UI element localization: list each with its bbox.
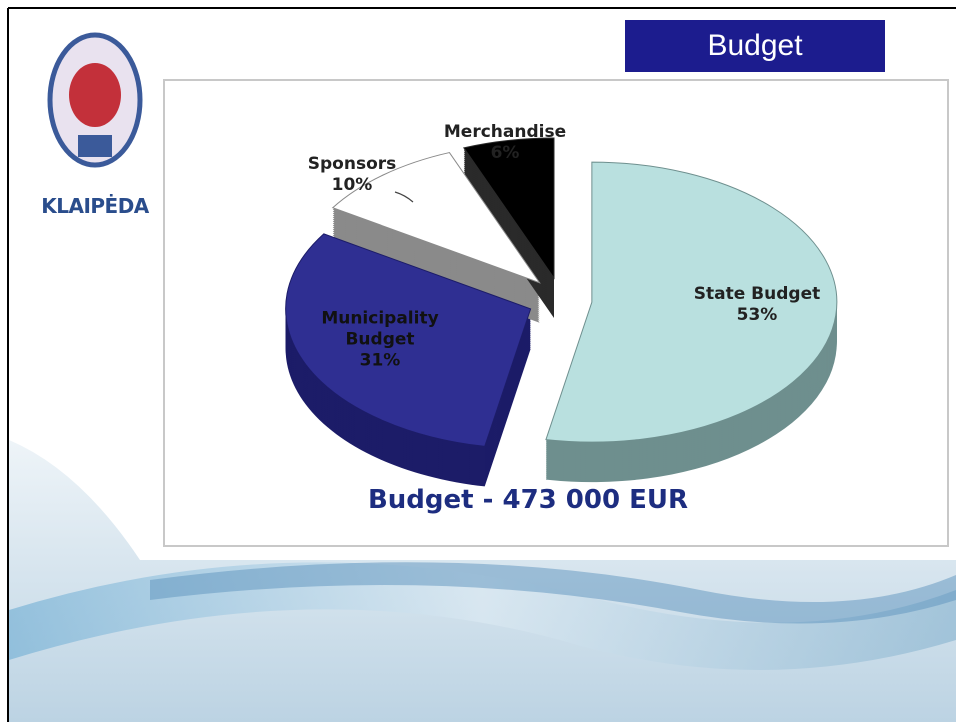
slice bbox=[545, 161, 838, 443]
category-label: Merchandise bbox=[443, 122, 567, 142]
category-label: Sponsors bbox=[307, 154, 397, 174]
background-wave bbox=[150, 562, 956, 624]
slice bbox=[462, 137, 555, 280]
slide-title: Budget bbox=[625, 20, 885, 72]
logo-band bbox=[78, 135, 112, 157]
chart-title: Budget - 473 000 EUR bbox=[367, 485, 689, 515]
slice bbox=[285, 233, 532, 447]
slice bbox=[331, 152, 541, 284]
value-label: 53% bbox=[736, 305, 778, 325]
slice-label: Municipality Budget 31% bbox=[315, 309, 445, 372]
category-label: State Budget bbox=[693, 284, 821, 304]
slice-label: Sponsors 10% bbox=[282, 154, 422, 196]
logo-emblem bbox=[69, 63, 121, 127]
category-label: Municipality Budget bbox=[321, 308, 439, 350]
slice-label: Merchandise 6% bbox=[435, 122, 575, 164]
value-label: 10% bbox=[331, 175, 373, 195]
value-label: 6% bbox=[490, 143, 520, 163]
slice-label: State Budget 53% bbox=[687, 284, 827, 326]
logo-text: KLAIPĖDA bbox=[41, 194, 149, 218]
value-label: 31% bbox=[359, 350, 401, 371]
leader-line bbox=[394, 191, 414, 203]
